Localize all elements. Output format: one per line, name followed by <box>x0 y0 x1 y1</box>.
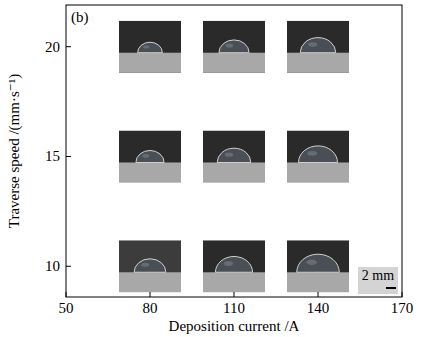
y-tick <box>66 266 71 267</box>
photo <box>203 21 265 73</box>
marks <box>119 21 349 293</box>
y-tick-label: 10 <box>45 258 60 274</box>
y-tick-label: 20 <box>45 39 60 55</box>
photo-point <box>119 21 181 73</box>
photo <box>119 130 181 182</box>
photo-point <box>203 240 265 292</box>
x-tick <box>150 292 151 297</box>
bead <box>219 40 249 53</box>
bead <box>217 148 251 162</box>
photo <box>287 240 349 292</box>
y-tick <box>66 156 71 157</box>
bead <box>136 150 164 162</box>
substrate <box>119 272 181 292</box>
y-tick-label: 15 <box>45 148 60 164</box>
x-tick-label: 110 <box>223 300 245 316</box>
photo-bg <box>287 130 349 182</box>
photo <box>119 21 181 73</box>
photo-bg <box>119 21 181 73</box>
substrate <box>203 162 265 182</box>
x-tick-label: 140 <box>307 300 330 316</box>
panel-label: (b) <box>71 9 89 26</box>
highlight <box>225 152 233 156</box>
highlight <box>308 42 317 47</box>
substrate <box>287 272 349 292</box>
highlight <box>306 260 317 265</box>
photo-bg <box>119 130 181 182</box>
substrate <box>119 53 181 73</box>
x-tick-label: 170 <box>391 300 414 316</box>
chart: 10 15 20 50 80 110 140 170 Deposition current /A… <box>0 0 428 337</box>
highlight <box>307 151 317 156</box>
substrate <box>119 162 181 182</box>
bead <box>300 38 336 53</box>
photo <box>287 130 349 182</box>
photo-point <box>287 240 349 292</box>
photo-point <box>119 130 181 182</box>
x-tick <box>318 292 319 297</box>
photo-point <box>287 21 349 73</box>
scale-bar-bg <box>358 267 398 294</box>
photo-bg <box>203 130 265 182</box>
bead <box>297 254 340 272</box>
y-axis-title: Traverse speed /(mm·s⁻¹) <box>6 74 23 228</box>
plot-frame <box>66 5 402 297</box>
bead <box>138 42 163 53</box>
photo-bg <box>203 240 265 292</box>
highlight <box>141 263 149 267</box>
highlight <box>142 154 149 158</box>
bead <box>298 146 337 163</box>
photo <box>119 240 181 292</box>
photo-bg <box>203 21 265 73</box>
y-tick <box>66 46 71 47</box>
x-tick-label: 80 <box>143 300 158 316</box>
highlight <box>224 261 233 266</box>
photo <box>287 21 349 73</box>
substrate <box>287 53 349 73</box>
bead <box>215 256 252 272</box>
x-axis-title: Deposition current /A <box>169 318 300 334</box>
scale-bar <box>386 287 396 289</box>
photo-bg <box>119 240 181 292</box>
highlight <box>226 44 234 48</box>
photo-bg <box>287 21 349 73</box>
photo <box>203 130 265 182</box>
substrate <box>287 162 349 182</box>
x-tick <box>402 292 403 297</box>
photo-point <box>203 130 265 182</box>
photo-bg <box>287 240 349 292</box>
substrate <box>203 53 265 73</box>
x-tick-label: 50 <box>59 300 74 316</box>
scale-bar-label: 2 mm <box>362 268 394 283</box>
photo-point <box>287 130 349 182</box>
highlight <box>143 45 149 48</box>
photo-point <box>119 240 181 292</box>
bead <box>134 259 166 272</box>
substrate <box>203 272 265 292</box>
x-tick <box>66 292 67 297</box>
photo <box>203 240 265 292</box>
x-tick <box>234 292 235 297</box>
photo-point <box>203 21 265 73</box>
